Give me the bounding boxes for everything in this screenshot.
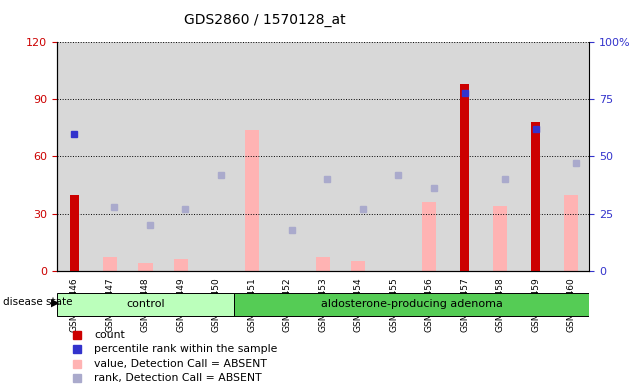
Bar bbox=[270, 42, 305, 271]
Bar bbox=[128, 42, 163, 271]
Bar bbox=[139, 263, 152, 271]
Text: disease state: disease state bbox=[3, 297, 72, 307]
Bar bbox=[376, 42, 411, 271]
Text: ▶: ▶ bbox=[51, 297, 60, 307]
Bar bbox=[411, 42, 447, 271]
Text: count: count bbox=[94, 330, 125, 340]
Bar bbox=[57, 293, 234, 316]
Bar bbox=[57, 42, 92, 271]
Bar bbox=[518, 42, 554, 271]
Bar bbox=[554, 42, 589, 271]
Bar bbox=[198, 42, 234, 271]
Bar bbox=[422, 202, 437, 271]
Bar bbox=[531, 122, 541, 271]
Bar bbox=[316, 257, 330, 271]
Text: value, Detection Call = ABSENT: value, Detection Call = ABSENT bbox=[94, 359, 267, 369]
Text: rank, Detection Call = ABSENT: rank, Detection Call = ABSENT bbox=[94, 373, 261, 383]
Bar bbox=[234, 42, 270, 271]
Bar bbox=[493, 206, 507, 271]
Bar bbox=[352, 261, 365, 271]
Bar bbox=[174, 259, 188, 271]
Bar bbox=[483, 42, 518, 271]
Bar bbox=[70, 195, 79, 271]
Bar bbox=[447, 42, 483, 271]
Bar bbox=[245, 130, 259, 271]
Bar bbox=[103, 257, 117, 271]
Bar bbox=[92, 42, 128, 271]
Bar bbox=[234, 293, 589, 316]
Text: aldosterone-producing adenoma: aldosterone-producing adenoma bbox=[321, 299, 503, 310]
Bar bbox=[305, 42, 341, 271]
Bar bbox=[341, 42, 376, 271]
Bar bbox=[461, 84, 469, 271]
Text: control: control bbox=[126, 299, 164, 310]
Bar bbox=[564, 195, 578, 271]
Bar bbox=[163, 42, 198, 271]
Text: percentile rank within the sample: percentile rank within the sample bbox=[94, 344, 277, 354]
Text: GDS2860 / 1570128_at: GDS2860 / 1570128_at bbox=[184, 13, 345, 27]
